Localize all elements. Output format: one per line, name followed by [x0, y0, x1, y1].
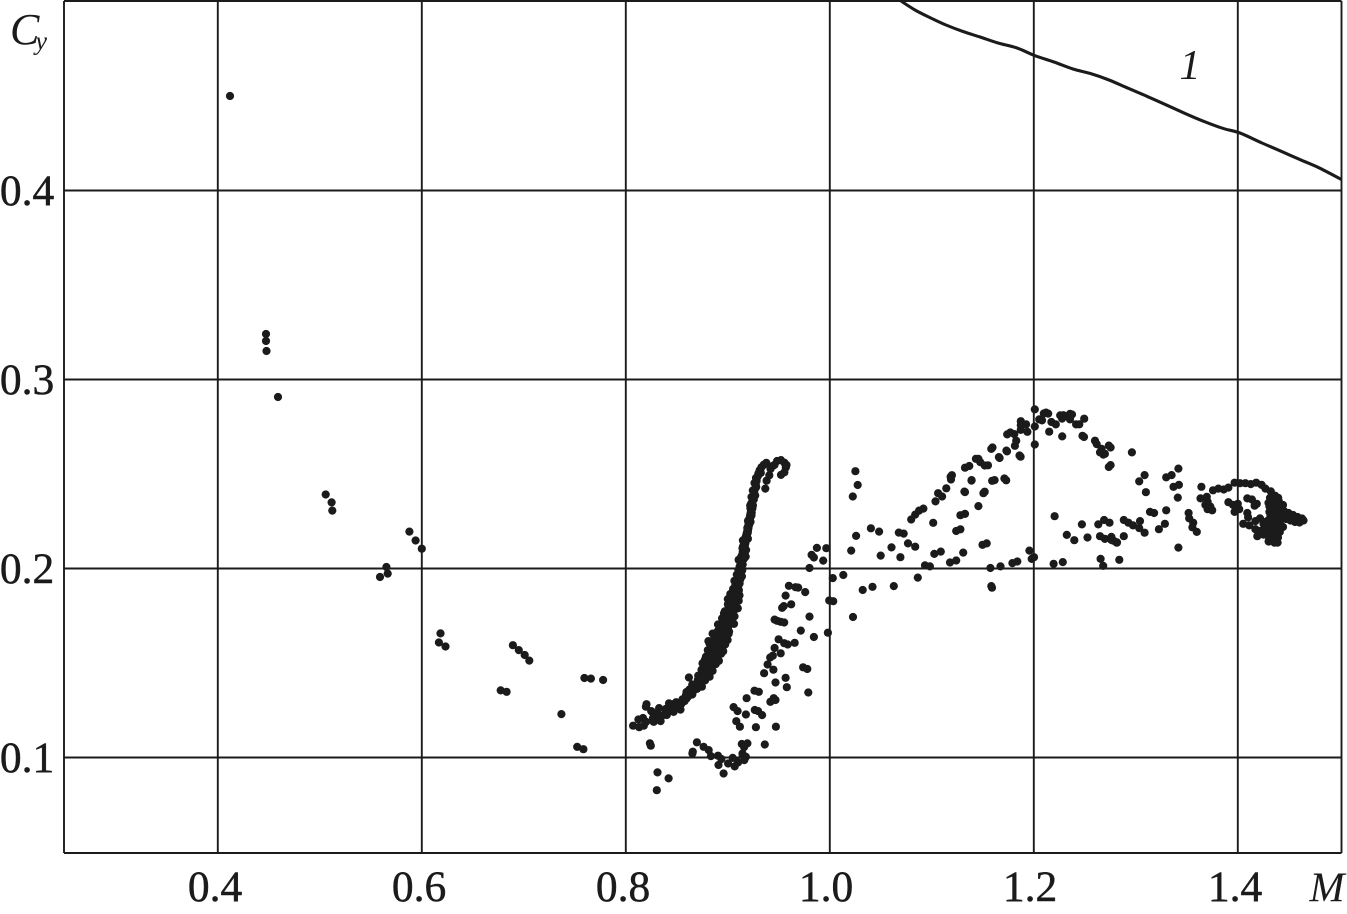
- svg-text:1.2: 1.2: [1003, 863, 1057, 911]
- svg-text:0.8: 0.8: [596, 863, 650, 911]
- svg-text:0.6: 0.6: [392, 863, 446, 911]
- svg-text:0.4: 0.4: [0, 167, 54, 215]
- svg-text:1.0: 1.0: [799, 863, 853, 911]
- svg-text:C: C: [10, 5, 40, 54]
- svg-text:1.4: 1.4: [1208, 863, 1263, 911]
- svg-text:0.4: 0.4: [188, 863, 243, 911]
- svg-text:0.3: 0.3: [0, 356, 54, 404]
- svg-text:0.1: 0.1: [0, 734, 54, 782]
- svg-text:1: 1: [1180, 43, 1201, 89]
- svg-text:y: y: [33, 27, 48, 56]
- svg-text:M: M: [1309, 866, 1347, 912]
- svg-text:0.2: 0.2: [0, 545, 54, 593]
